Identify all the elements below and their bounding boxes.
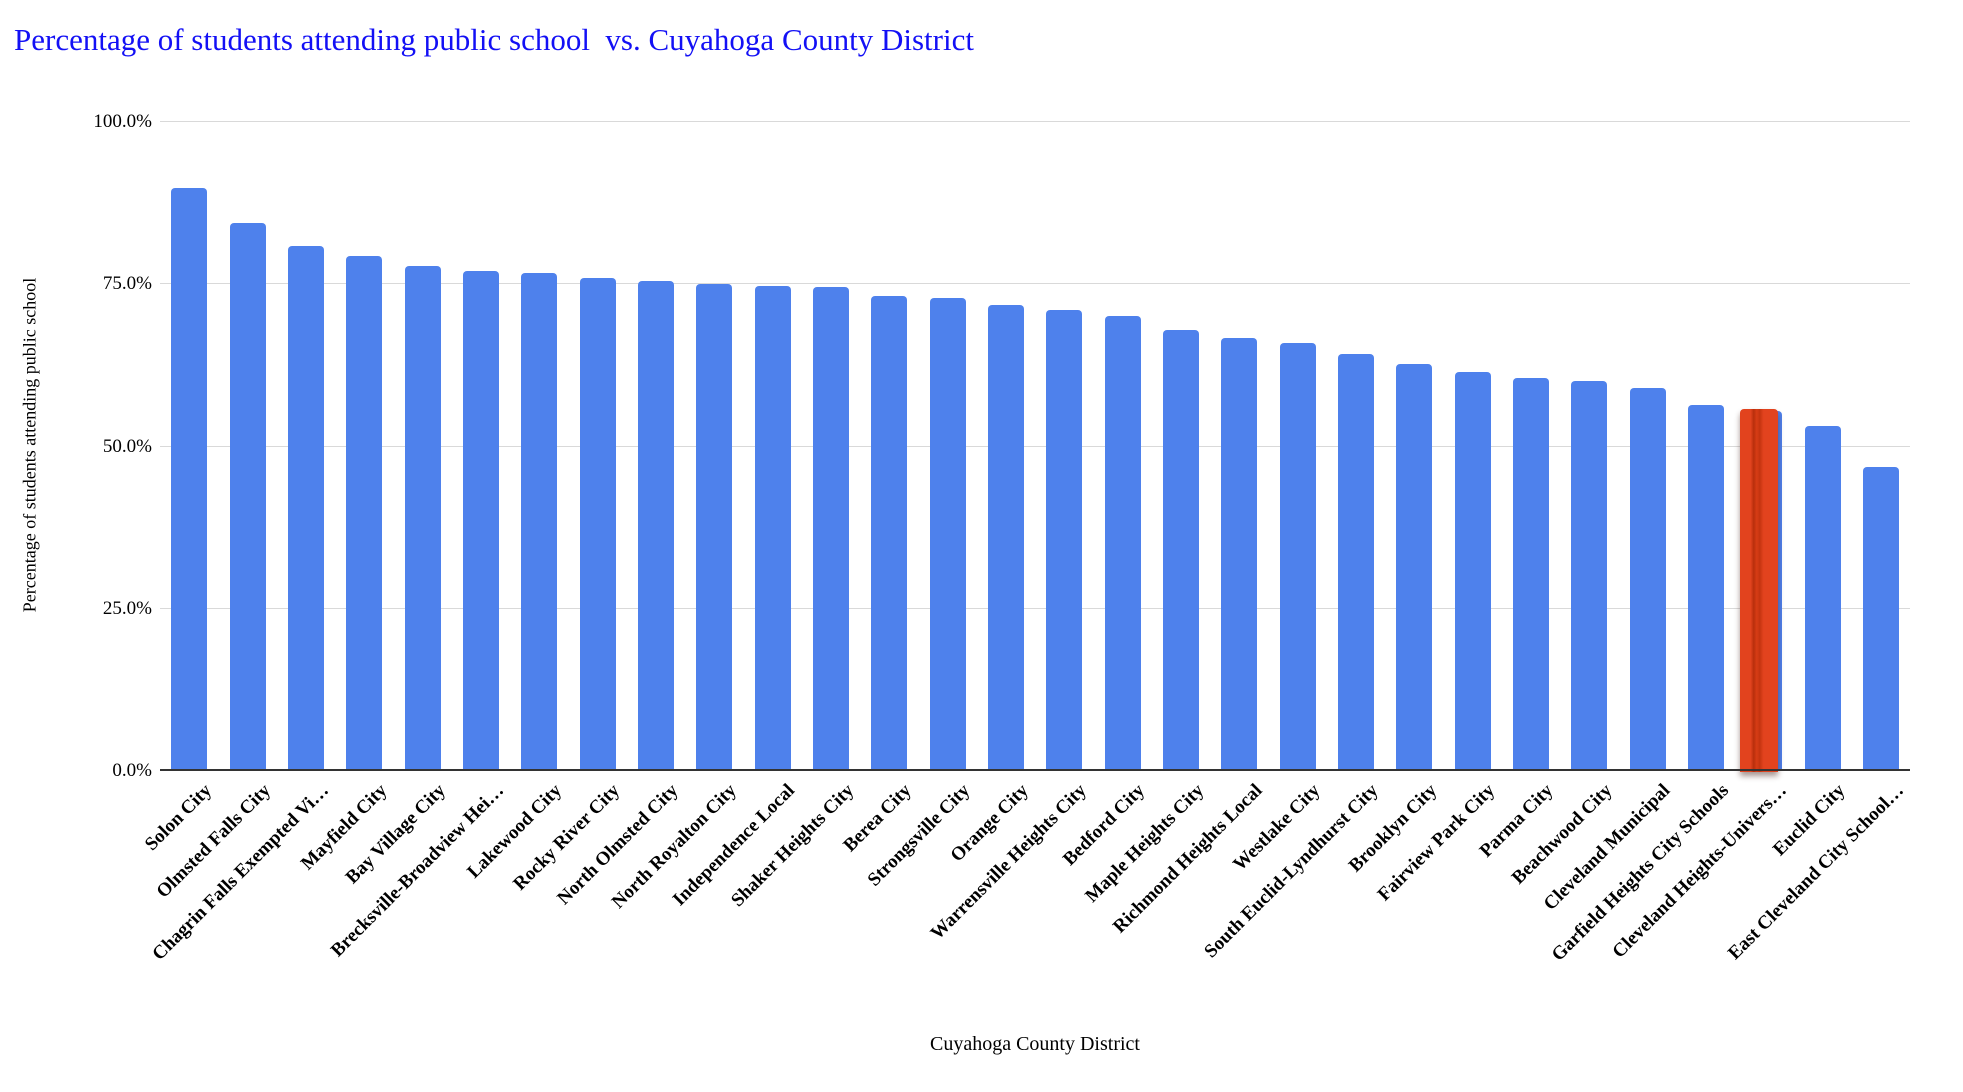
bar-warrensville-heights-city[interactable] (1046, 309, 1083, 770)
bar-cleveland-municipal[interactable] (1629, 387, 1666, 770)
bar-bay-village-city[interactable] (404, 266, 441, 770)
bar-strongsville-city[interactable] (929, 298, 966, 770)
bar-independence-local[interactable] (754, 285, 791, 770)
bar-mayfield-city[interactable] (346, 256, 383, 770)
y-tick-label: 50.0% (102, 435, 152, 457)
x-tick-label-strongsville-city: Strongsville City (863, 780, 975, 891)
y-tick-label: 100.0% (93, 111, 152, 132)
y-tick-label: 0.0% (112, 760, 152, 781)
bar-maple-heights-city[interactable] (1162, 329, 1199, 770)
gridline-100.0% (160, 121, 1910, 122)
bar-euclid-city[interactable] (1804, 426, 1841, 770)
bar-east-cleveland-city-school[interactable] (1862, 466, 1899, 770)
bar-lakewood-city[interactable] (521, 272, 558, 770)
chart-title: Percentage of students attending public … (14, 22, 974, 57)
bar-brooklyn-city[interactable] (1396, 363, 1433, 770)
gridline-50.0% (160, 445, 1910, 447)
bar-highlighted-cleveland-heights-univers[interactable] (1740, 409, 1783, 772)
x-tick-label-beachwood-city: Beachwood City (1507, 780, 1617, 889)
bar-fairview-park-city[interactable] (1454, 372, 1491, 770)
y-tick-label: 75.0% (102, 273, 152, 295)
bar-westlake-city[interactable] (1279, 342, 1316, 770)
bar-garfield-heights-city-schools[interactable] (1687, 404, 1724, 770)
gridline-25.0% (160, 607, 1910, 609)
x-axis-line (160, 769, 1910, 771)
bar-south-euclid-lyndhurst-city[interactable] (1337, 354, 1374, 770)
bar-brecksville-broadview-hei[interactable] (462, 270, 499, 770)
y-tick-label: 25.0% (102, 597, 152, 619)
x-axis-title: Cuyahoga County District (930, 1033, 1140, 1055)
bar-solon-city[interactable] (171, 187, 208, 770)
bar-berea-city[interactable] (871, 296, 908, 770)
bar-shaker-heights-city[interactable] (812, 286, 849, 770)
bar-chagrin-falls-exempted-vi[interactable] (287, 246, 324, 770)
bar-bedford-city[interactable] (1104, 315, 1141, 770)
plot-area (160, 121, 1910, 772)
bar-orange-city[interactable] (987, 304, 1024, 770)
x-tick-label-bay-village-city: Bay Village City (341, 780, 450, 889)
bar-olmsted-falls-city[interactable] (229, 222, 266, 770)
x-tick-label-rocky-river-city: Rocky River City (509, 780, 625, 895)
bar-beachwood-city[interactable] (1571, 381, 1608, 770)
bar-parma-city[interactable] (1512, 378, 1549, 770)
bar-north-olmsted-city[interactable] (637, 281, 674, 770)
bar-north-royalton-city[interactable] (696, 283, 733, 770)
bar-rocky-river-city[interactable] (579, 278, 616, 770)
gridline-75.0% (160, 283, 1910, 285)
highlight-overlay (1740, 409, 1779, 772)
bar-richmond-heights-local[interactable] (1221, 338, 1258, 770)
